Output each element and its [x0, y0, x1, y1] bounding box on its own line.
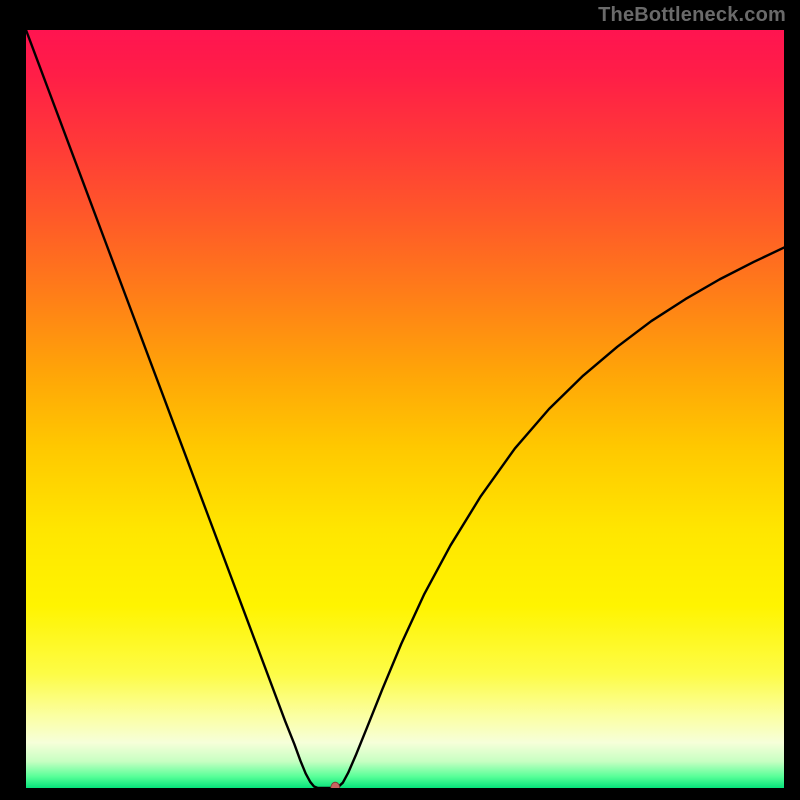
gradient-background: [26, 30, 784, 788]
chart-frame: TheBottleneck.com: [0, 0, 800, 800]
plot-area: [26, 30, 784, 788]
watermark-text: TheBottleneck.com: [598, 4, 786, 27]
bottleneck-curve-chart: [26, 30, 784, 788]
